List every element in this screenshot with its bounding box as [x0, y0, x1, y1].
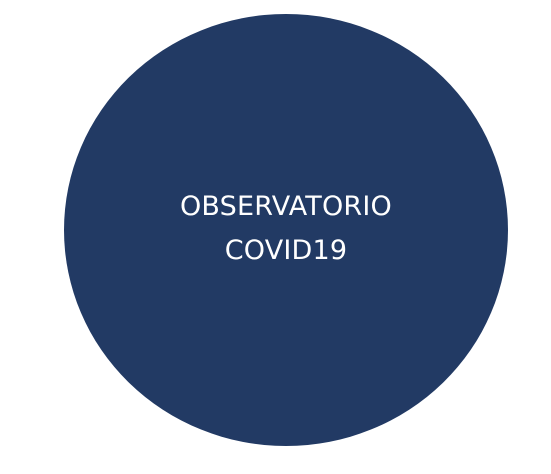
badge-title-line-1: OBSERVATORIO — [179, 191, 393, 222]
badge-title-line-2: COVID19 — [224, 235, 348, 266]
observatorio-badge-circle — [64, 14, 508, 446]
observatorio-badge-label: OBSERVATORIO COVID19 — [64, 14, 508, 446]
